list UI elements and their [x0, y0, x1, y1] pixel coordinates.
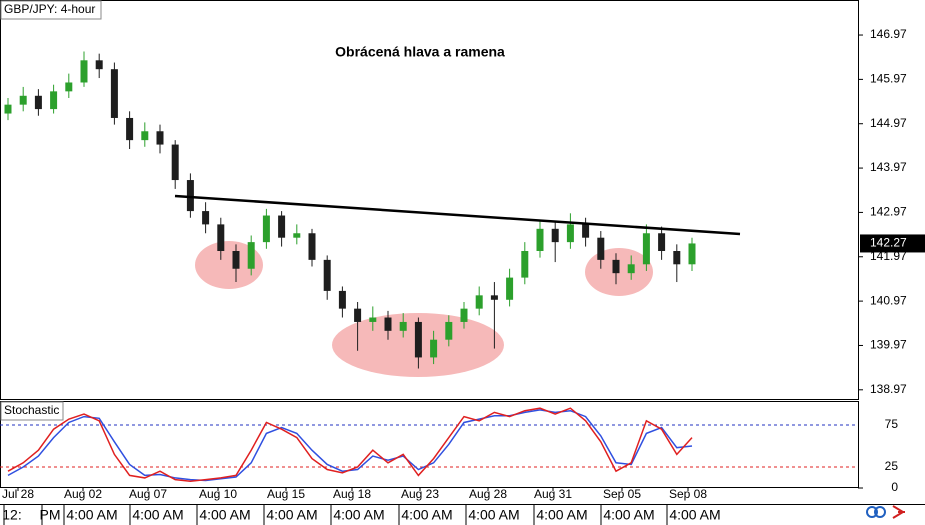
candle-body	[50, 91, 58, 110]
x-date-label: Aug 31	[534, 487, 572, 501]
price-tag	[860, 234, 925, 253]
candle-body	[354, 308, 362, 322]
x-time-label: 4:00 AM	[536, 507, 587, 523]
x-time-label: 4:00 AM	[66, 507, 117, 523]
neckline	[174, 194, 741, 236]
candle-body	[521, 250, 529, 278]
x-date-label: Aug 28	[469, 487, 507, 501]
y-tick-label: 0	[891, 480, 898, 494]
x-time-label: 4:00 AM	[468, 507, 519, 523]
x-date-label: Aug 10	[199, 487, 237, 501]
y-tick-label: 138.97	[870, 382, 907, 396]
candle-body	[262, 215, 270, 243]
candle-body	[430, 339, 438, 358]
candle-body	[536, 228, 544, 251]
candle-body	[414, 321, 422, 358]
x-date-label: Aug 23	[401, 487, 439, 501]
stochastic-panel	[0, 401, 859, 488]
x-time-label: 4:00 AM	[132, 507, 183, 523]
x-date-label: Aug 07	[129, 487, 167, 501]
candle-body	[658, 233, 666, 251]
y-tick-label: 142.97	[870, 205, 907, 219]
candle-body	[642, 233, 650, 265]
y-tick-label: 139.97	[870, 338, 907, 352]
current-price: 142.27	[870, 236, 907, 250]
x-date-label: Aug 02	[64, 487, 102, 501]
candle-body	[278, 215, 286, 238]
x-time-label: 4:00 AM	[199, 507, 250, 523]
x-time-label: 4:00 AM	[603, 507, 654, 523]
x-time-label: PM	[40, 507, 61, 523]
link-icon[interactable]	[866, 506, 878, 518]
candle-body	[171, 144, 179, 181]
candle-body	[247, 242, 255, 269]
x-date-label: Aug 15	[267, 487, 305, 501]
x-date-label: Aug 18	[333, 487, 371, 501]
candle-body	[4, 104, 12, 114]
x-time-label: 4:00 AM	[669, 507, 720, 523]
candle-body	[293, 233, 301, 238]
y-tick-label: 140.97	[870, 293, 907, 307]
indicator-title: Stochastic	[4, 403, 59, 417]
candle-body	[323, 259, 331, 291]
chart-title: GBP/JPY: 4-hour	[4, 2, 95, 16]
candle-body	[460, 308, 468, 322]
y-tick-label: 145.97	[870, 72, 907, 86]
y-tick-label: 143.97	[870, 160, 907, 174]
x-date-label: Sep 05	[603, 487, 641, 501]
x-time-label: 4:00 AM	[266, 507, 317, 523]
left-shoulder	[195, 241, 263, 289]
candle-body	[308, 233, 316, 260]
y-tick-label: 25	[885, 459, 899, 473]
y-tick-label: 144.97	[870, 116, 907, 130]
candle-body	[475, 295, 483, 309]
candle-body	[338, 290, 346, 309]
candle-body	[369, 317, 377, 322]
candle-body	[399, 321, 407, 331]
candle-body	[232, 250, 240, 269]
indicator-box	[0, 401, 64, 421]
candle-body	[490, 295, 498, 300]
candle-body	[627, 264, 635, 274]
x-date-label: Sep 08	[669, 487, 707, 501]
nav-icons[interactable]	[866, 505, 905, 519]
candle-body	[156, 131, 164, 145]
candle-body	[597, 237, 605, 260]
link-icon[interactable]	[874, 506, 886, 518]
title-box	[0, 0, 102, 20]
candle-body	[19, 95, 27, 105]
candle-body	[110, 69, 118, 118]
candle-body	[582, 224, 590, 238]
annotation: Obrácená hlava a ramena	[335, 44, 505, 60]
x-date-label: Jul 28	[2, 487, 34, 501]
candle-body	[202, 211, 210, 225]
candle-body	[445, 321, 453, 340]
candle-body	[186, 180, 194, 212]
candle-body	[384, 317, 392, 331]
candle-body	[80, 60, 88, 83]
candle-body	[673, 250, 681, 265]
x-time-label: 4:00 AM	[333, 507, 384, 523]
candle-body	[688, 243, 696, 265]
candle-body	[566, 224, 574, 243]
x-time-label: 4:00 AM	[401, 507, 452, 523]
stochastic-line	[7, 407, 693, 483]
candle-body	[126, 117, 134, 141]
candle-body	[95, 60, 103, 70]
y-tick-label: 75	[885, 417, 899, 431]
candle-body	[65, 82, 73, 92]
candle-body	[506, 277, 514, 300]
candle-body	[551, 228, 559, 243]
candle-body	[34, 95, 42, 110]
scroll-icon[interactable]	[892, 505, 905, 519]
candle-body	[217, 224, 225, 251]
candle-body	[141, 131, 149, 141]
candle-body	[612, 259, 620, 274]
x-time-label: 12:	[2, 507, 21, 523]
y-tick-label: 146.97	[870, 27, 907, 41]
